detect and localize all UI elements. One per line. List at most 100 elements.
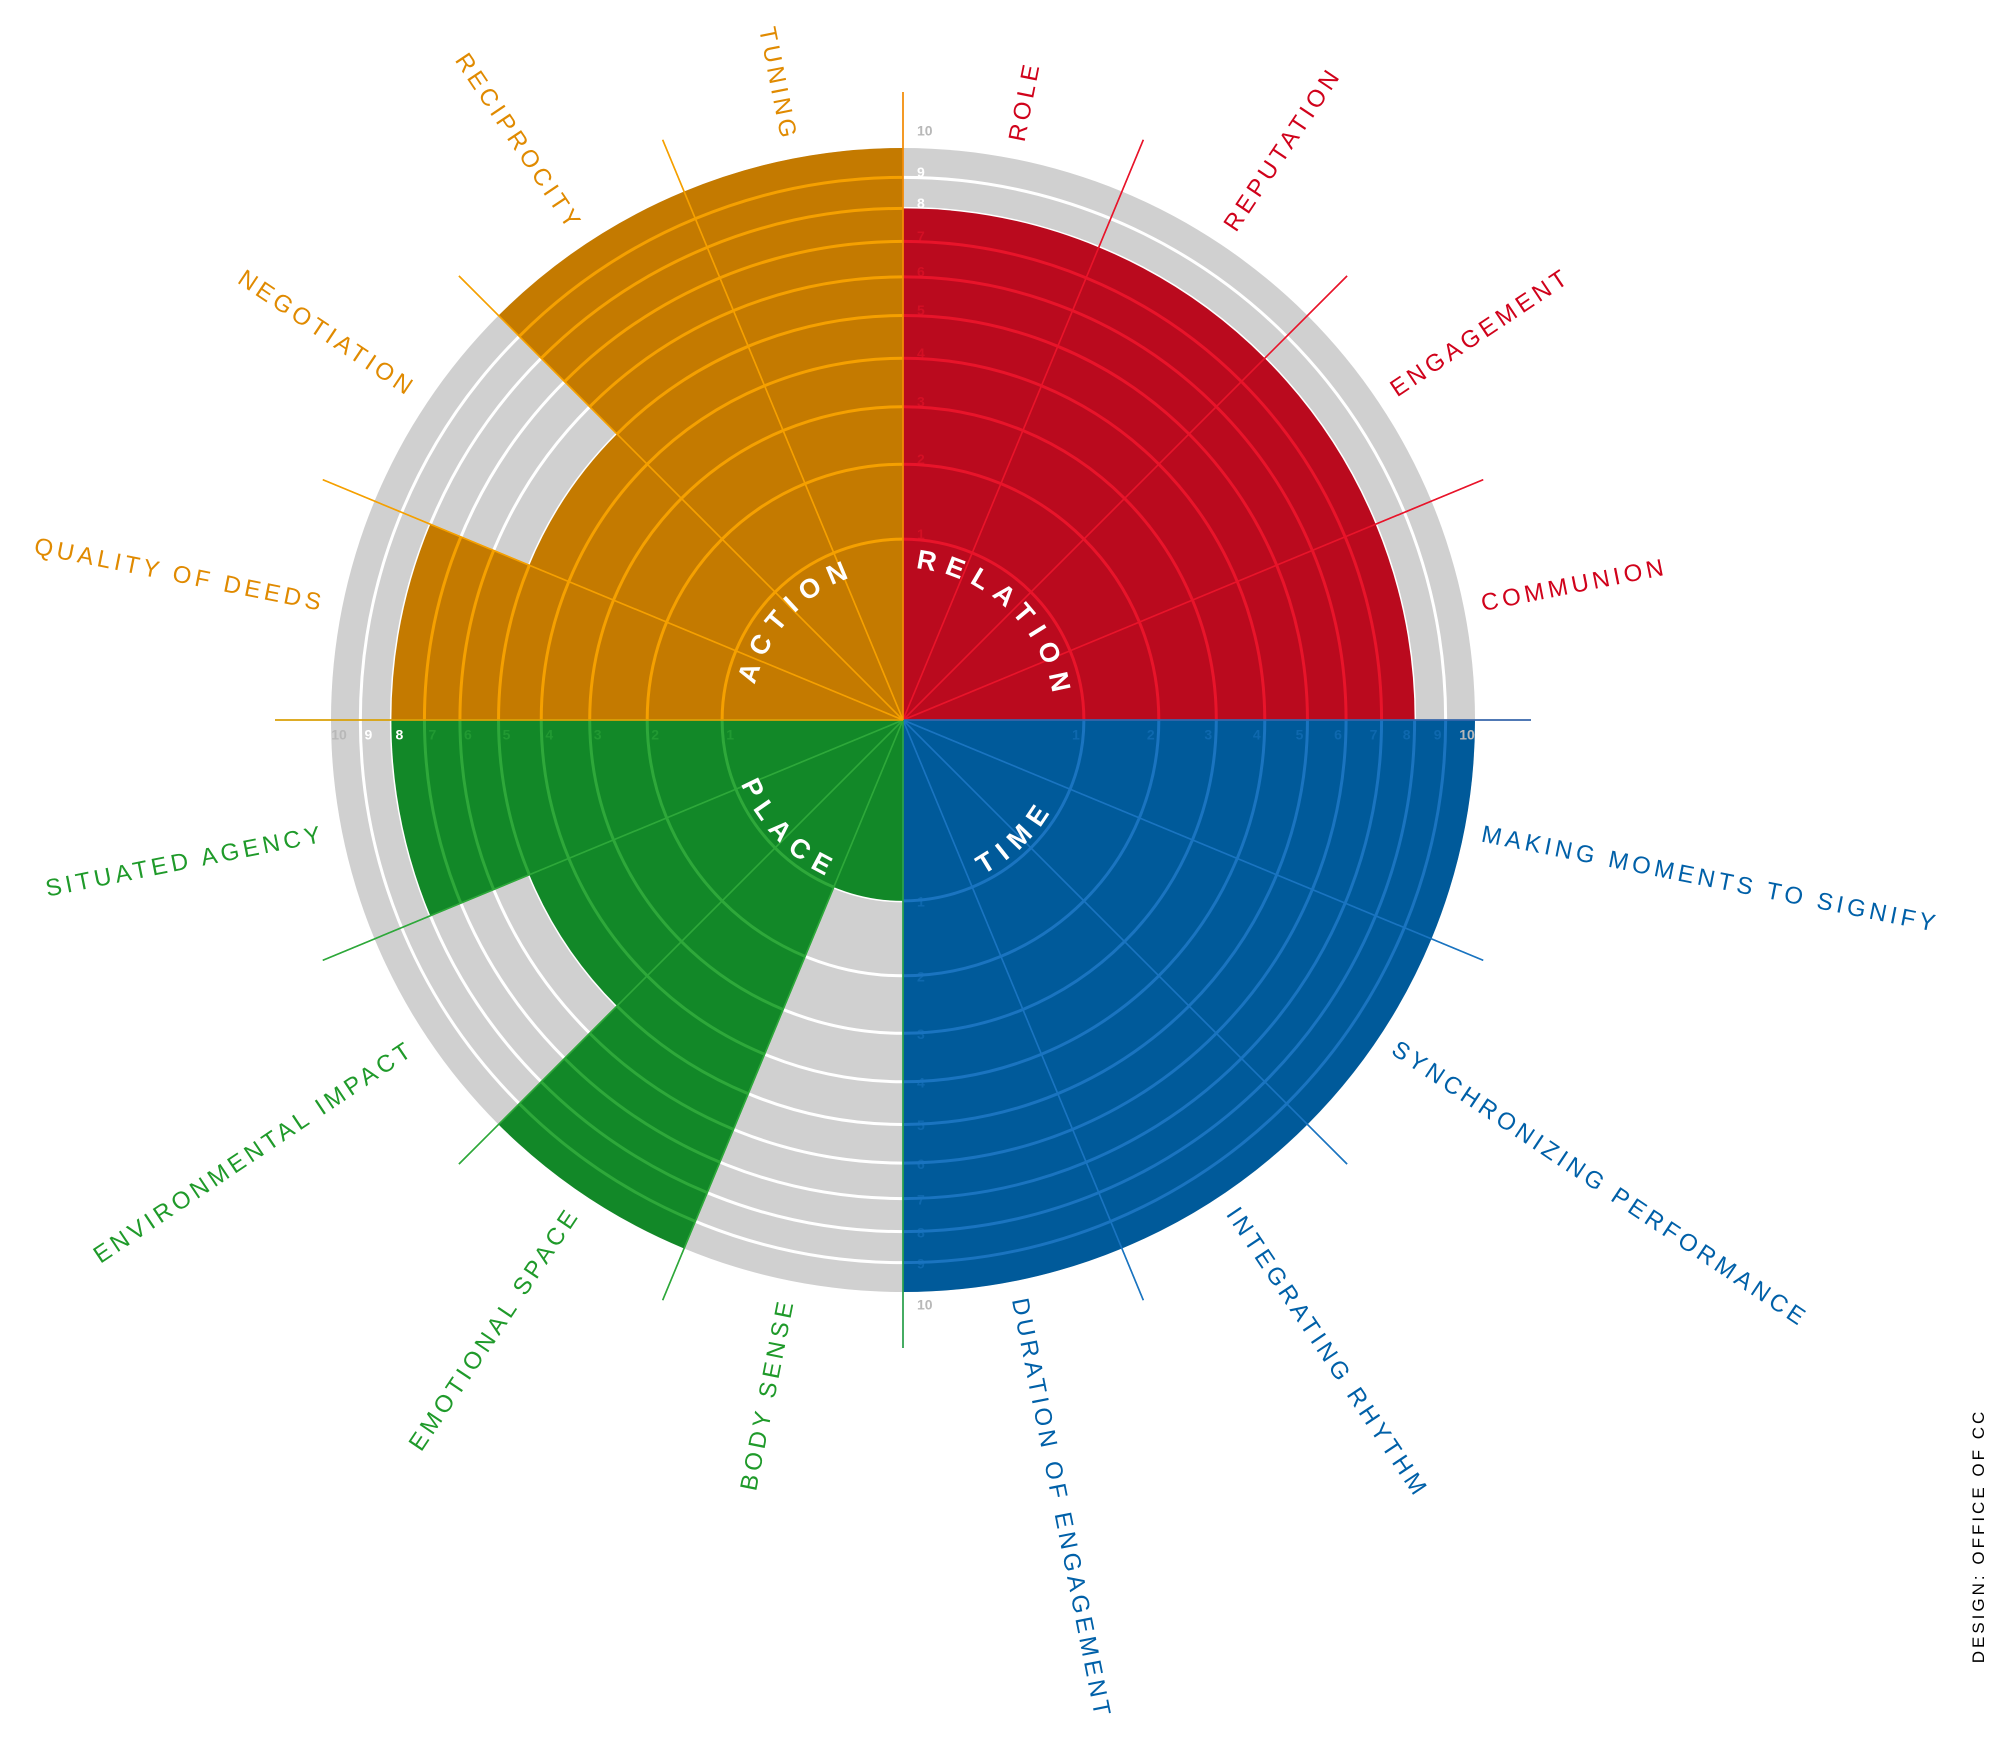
- sector-ring: [563, 276, 721, 383]
- sector-wedge: [498, 191, 903, 721]
- sector-ring: [540, 1080, 708, 1195]
- sector-ring: [422, 536, 463, 721]
- sector-ring: [1068, 719, 1086, 790]
- sector-ring: [1343, 719, 1384, 904]
- sector-ring: [763, 356, 904, 388]
- sector-ring: [1157, 857, 1239, 977]
- sector-ring: [1240, 902, 1347, 1060]
- sector-ring: [615, 1004, 749, 1096]
- sector-ring: [665, 538, 724, 623]
- sector-ring: [747, 314, 904, 348]
- sector-ring: [971, 846, 1032, 889]
- sector-ring: [646, 974, 766, 1056]
- tick-label: 7: [1370, 727, 1378, 743]
- tick-label: 3: [917, 1026, 925, 1042]
- tick-label: 7: [917, 1191, 925, 1207]
- sector-wedge: [529, 434, 903, 720]
- tick-label: 9: [364, 727, 372, 743]
- sector-ring: [1085, 1057, 1243, 1164]
- spoke-line: [902, 719, 1145, 1301]
- sector-ring: [1068, 650, 1086, 721]
- sector-ring: [1275, 719, 1309, 876]
- category-label: BODY SENSE: [735, 1296, 800, 1493]
- sector-ring: [1187, 432, 1279, 566]
- sector-wedge: [684, 148, 903, 720]
- tick-label: 6: [917, 1156, 925, 1172]
- tick-label: 4: [545, 727, 553, 743]
- tick-label: 8: [1403, 727, 1411, 743]
- sector-ring: [588, 719, 615, 841]
- sector-reputation: [903, 247, 1265, 720]
- design-credit: DESIGN: OFFICE OF CC: [1969, 1409, 1988, 1664]
- tick-label: 2: [917, 969, 925, 985]
- tick-label: 2: [917, 451, 925, 467]
- tick-label: 7: [917, 228, 925, 244]
- tick-label: 10: [917, 123, 933, 139]
- spoke-line: [661, 139, 904, 721]
- tick-label: 6: [917, 264, 925, 280]
- spoke-line: [902, 139, 1145, 721]
- spoke-line: [458, 719, 904, 1165]
- tick-label: 9: [917, 164, 925, 180]
- tick-labels: 1 2 3 4 5 6 7 8 9 10 1 2 3 4 5 6 7 8 9 10 1 2 3 4 5 6 7 8 9 10 1 2 3 4 5 6 7…: [331, 123, 1475, 1313]
- sector-ring: [497, 564, 531, 721]
- sector-ring: [902, 1127, 1074, 1165]
- sector-ring: [518, 217, 696, 338]
- sector-ring: [1235, 580, 1267, 721]
- category-label: EMOTIONAL SPACE: [404, 1202, 586, 1455]
- sector-ring: [1082, 538, 1141, 623]
- sector-integrating-rhythm: [903, 720, 1308, 1249]
- sector-ring: [902, 356, 1043, 388]
- sector-ring: [902, 1191, 1100, 1234]
- tick-label: 4: [1253, 727, 1261, 743]
- sector-synchronizing-performance: [903, 720, 1432, 1125]
- tick-label: 9: [1434, 727, 1442, 743]
- sector-wedge: [833, 720, 903, 901]
- sector-ring: [902, 239, 1087, 280]
- category-label: ROLE: [1004, 59, 1046, 144]
- sector-negotiation: [529, 434, 903, 720]
- sector-wedge: [903, 208, 1099, 721]
- sector-ring: [1071, 309, 1218, 408]
- sector-ring: [732, 275, 904, 313]
- sector-ring: [694, 175, 904, 221]
- chart-wedges: [391, 148, 1475, 1292]
- sector-ring: [902, 1092, 1059, 1126]
- sector-wedge: [903, 720, 1308, 1249]
- category-label: TUNING: [753, 25, 802, 144]
- sector-engagement: [903, 358, 1376, 720]
- sector-ring: [1098, 1080, 1266, 1195]
- category-label: DURATION OF ENGAGEMENT: [1006, 1296, 1116, 1722]
- tick-label: 10: [917, 1297, 933, 1313]
- sector-ring: [1082, 817, 1141, 902]
- sector-ring: [1240, 380, 1347, 538]
- sector-ring: [615, 344, 749, 436]
- category-label: NEGOTIATION: [233, 265, 421, 403]
- sector-ring: [680, 940, 784, 1011]
- sector-ring: [1374, 719, 1417, 917]
- tick-label: 4: [917, 1074, 925, 1090]
- tick-label: 10: [331, 727, 347, 743]
- tick-label: 9: [917, 1255, 925, 1271]
- tick-label: 8: [917, 1224, 925, 1240]
- sector-ring: [902, 1219, 1112, 1265]
- spoke-line: [458, 275, 904, 721]
- sector-ring: [902, 314, 1059, 348]
- sector-ring: [1000, 899, 1085, 958]
- sector-ring: [1235, 719, 1267, 860]
- tick-label: 1: [1072, 727, 1080, 743]
- sector-ring: [588, 1032, 735, 1131]
- sector-communion: [903, 524, 1415, 721]
- sector-ring: [1071, 1032, 1218, 1131]
- sector-ring: [567, 463, 649, 583]
- tick-label: 4: [917, 345, 925, 361]
- category-label: ENGAGEMENT: [1385, 263, 1575, 403]
- tick-label: 8: [917, 195, 925, 211]
- sector-ring: [902, 954, 1002, 978]
- sector-ring: [1157, 463, 1239, 583]
- category-label: INTEGRATING RHYTHM: [1221, 1202, 1434, 1503]
- sector-ring: [540, 245, 708, 360]
- sector-ring: [1123, 839, 1194, 943]
- sector-wedge: [903, 358, 1376, 720]
